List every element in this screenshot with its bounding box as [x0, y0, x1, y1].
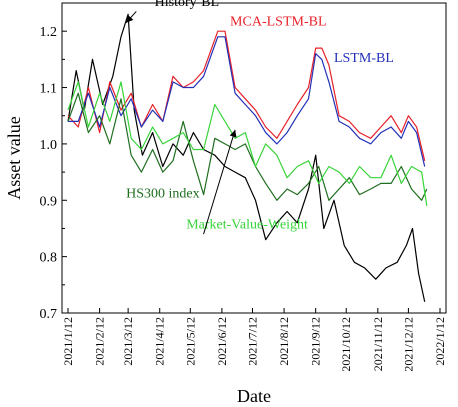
x-tick-label: 2021/5/12: [183, 317, 197, 366]
x-tick-label: 2021/4/12: [153, 317, 167, 366]
x-tick-label: 2021/6/12: [215, 317, 229, 366]
series-label-lstm-bl: LSTM-BL: [334, 51, 394, 66]
y-tick-label: 0.9: [40, 194, 58, 209]
series-line-market-value-weight: [67, 81, 428, 206]
series-line-mca-lstm-bl: [67, 30, 426, 161]
annotation-layer: History-BL MCA-LSTM-BL LSTM-BL HS300 index M…: [125, 0, 394, 235]
y-tick-label: 0.7: [40, 307, 58, 322]
series-label-market-value-weight: Market-Value-Weight: [186, 217, 308, 232]
x-tick-label: 2021/12/12: [401, 317, 415, 372]
series-line-hs300-index: [67, 92, 428, 201]
y-tick-label: 1.1: [40, 82, 58, 97]
annotation-arrow-head: [126, 15, 134, 23]
x-tick-label: 2021/11/12: [371, 317, 385, 371]
series-label-history-bl: History-BL: [155, 0, 220, 10]
x-tick-label: 2021/10/12: [339, 317, 353, 372]
plot-frame: [61, 2, 447, 314]
y-tick-label: 1.0: [40, 138, 58, 153]
x-axis-title: Date: [237, 386, 271, 406]
x-tick-label: 2021/3/12: [121, 317, 135, 366]
x-tick-label: 2022/1/12: [433, 317, 447, 366]
annotation-arrow-head: [229, 129, 237, 138]
axis-ticks: 0.7 0.8 0.9 1.0 1.1 1.2 2021/1/12 2021/2/12 2021…: [40, 2, 447, 372]
x-tick-label: 2021/7/12: [245, 317, 259, 366]
annotation-arrow-line: [203, 129, 236, 235]
x-tick-label: 2021/2/12: [93, 317, 107, 366]
y-tick-label: 0.8: [40, 251, 58, 266]
series-label-mca-lstm-bl: MCA-LSTM-BL: [230, 15, 326, 30]
series-label-hs300-index: HS300 index: [126, 186, 199, 201]
y-axis-title: Asset value: [4, 116, 24, 199]
x-tick-label: 2021/8/12: [277, 317, 291, 366]
series-line-history-bl: [67, 13, 426, 302]
y-tick-label: 1.2: [40, 25, 58, 40]
x-tick-label: 2021/9/12: [309, 317, 323, 366]
plot-lines: [67, 13, 428, 302]
series-line-lstm-bl: [68, 36, 426, 167]
x-tick-label: 2021/1/12: [61, 317, 75, 366]
